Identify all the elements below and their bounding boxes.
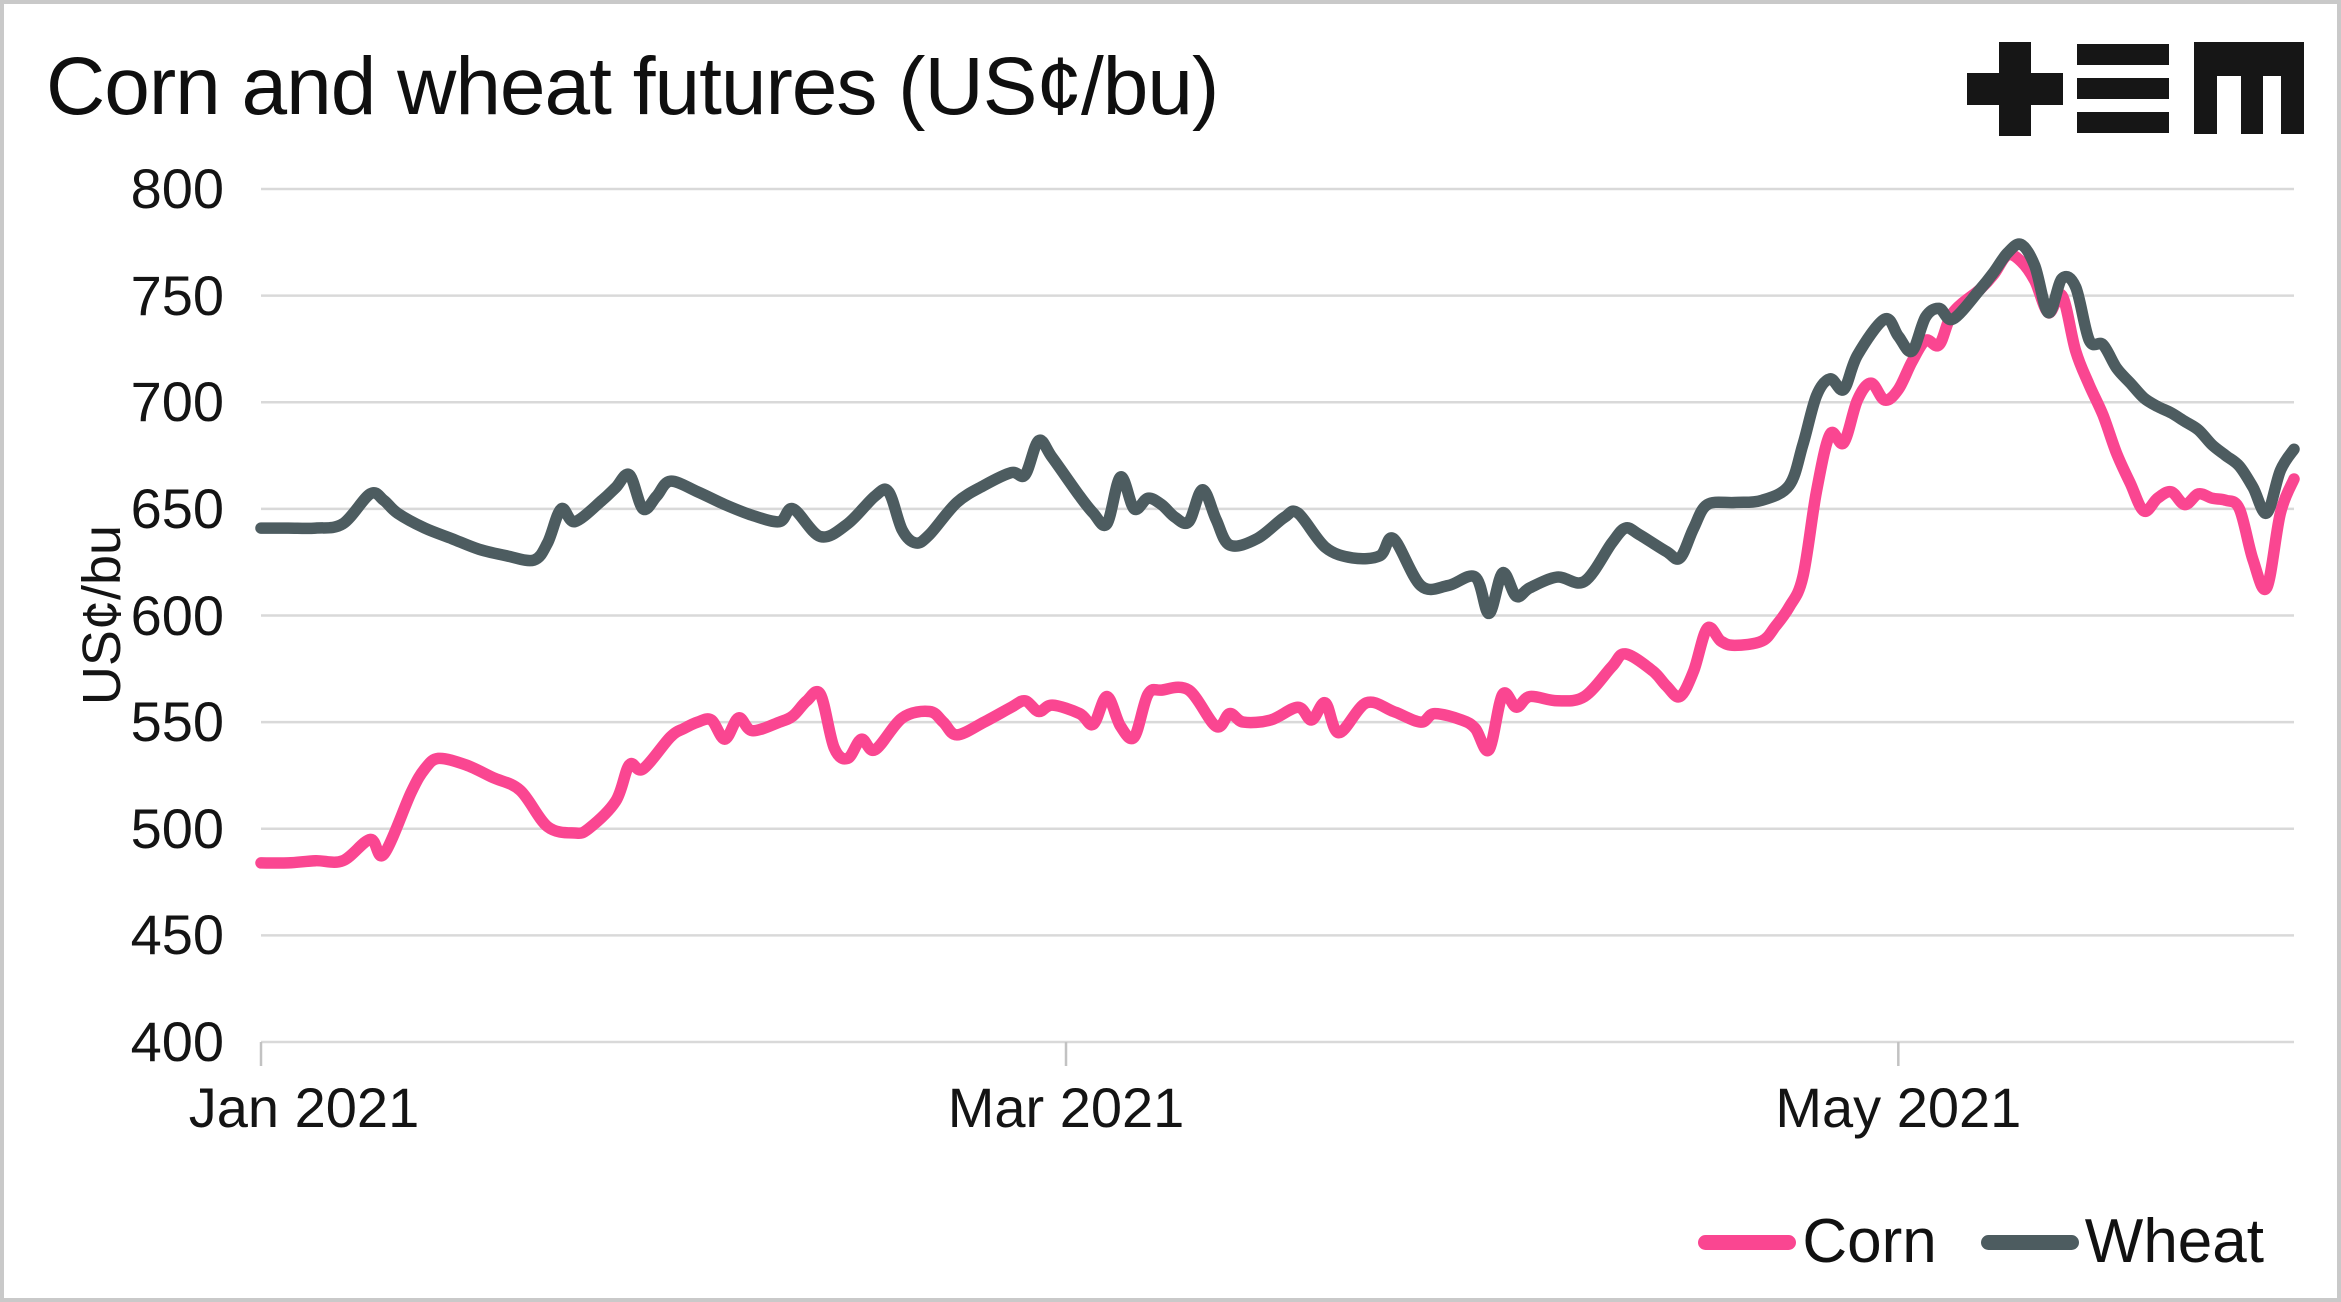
y-tick-label-550: 550 [130,690,224,754]
y-tick-label-400: 400 [130,1010,224,1073]
x-tick-label: Jan 2021 [188,1076,420,1139]
x-tick-label: May 2021 [1775,1076,2022,1139]
legend-label-corn: Corn [1802,1207,1937,1276]
y-tick-label-800: 800 [130,157,224,220]
y-tick-label-600: 600 [130,583,224,647]
y-axis-title: US¢/bu [72,524,132,706]
wheat-line-swatch-icon [1980,1234,2079,1250]
logo-plus-glyph [1967,42,2063,136]
logo-m-glyph [2194,42,2304,134]
y-tick-label-700: 700 [130,370,224,434]
logo-bar-2 [2077,78,2169,99]
plus-equals-m-logo-icon [1967,42,2304,136]
y-tick-label-450: 450 [130,903,224,967]
legend-item-wheat: Wheat [1980,1202,2264,1282]
logo-bar-3 [2077,112,2169,133]
x-axis-tick-marks [259,1042,1900,1066]
legend-label-wheat: Wheat [2084,1207,2264,1276]
gridlines [261,187,2294,1044]
legend-item-corn: Corn [1698,1202,1937,1282]
y-tick-label-500: 500 [130,796,224,860]
series-lines [255,238,2300,869]
legend: Corn Wheat [1698,1202,2264,1282]
logo-bar-1 [2077,44,2169,65]
y-tick-label-650: 650 [130,476,224,540]
x-tick-label: Mar 2021 [947,1076,1185,1139]
wheat-line [255,238,2300,620]
corn-line [255,248,2300,869]
plot-area [255,187,2300,1066]
corn-line-swatch-icon [1698,1234,1797,1250]
chart-title: Corn and wheat futures (US¢/bu) [46,41,1219,132]
y-tick-label-750: 750 [130,263,224,327]
